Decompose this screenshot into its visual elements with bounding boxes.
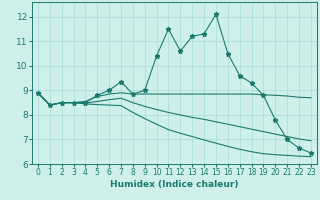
X-axis label: Humidex (Indice chaleur): Humidex (Indice chaleur) [110,180,239,189]
